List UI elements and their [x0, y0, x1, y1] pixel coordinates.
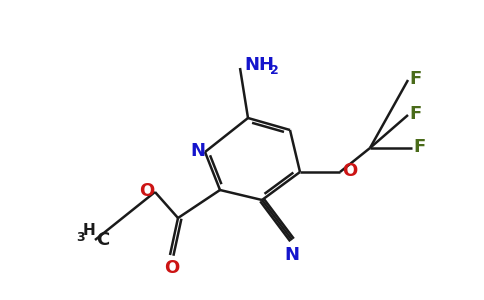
Text: F: F: [413, 138, 425, 156]
Text: C: C: [96, 231, 109, 249]
Text: H: H: [82, 223, 95, 238]
Text: N: N: [285, 246, 300, 264]
Text: 2: 2: [270, 64, 279, 76]
Text: O: O: [139, 182, 154, 200]
Text: F: F: [409, 105, 421, 123]
Text: O: O: [165, 259, 180, 277]
Text: NH: NH: [244, 56, 274, 74]
Text: 3: 3: [76, 231, 85, 244]
Text: F: F: [409, 70, 421, 88]
Text: O: O: [342, 162, 357, 180]
Text: N: N: [191, 142, 206, 160]
